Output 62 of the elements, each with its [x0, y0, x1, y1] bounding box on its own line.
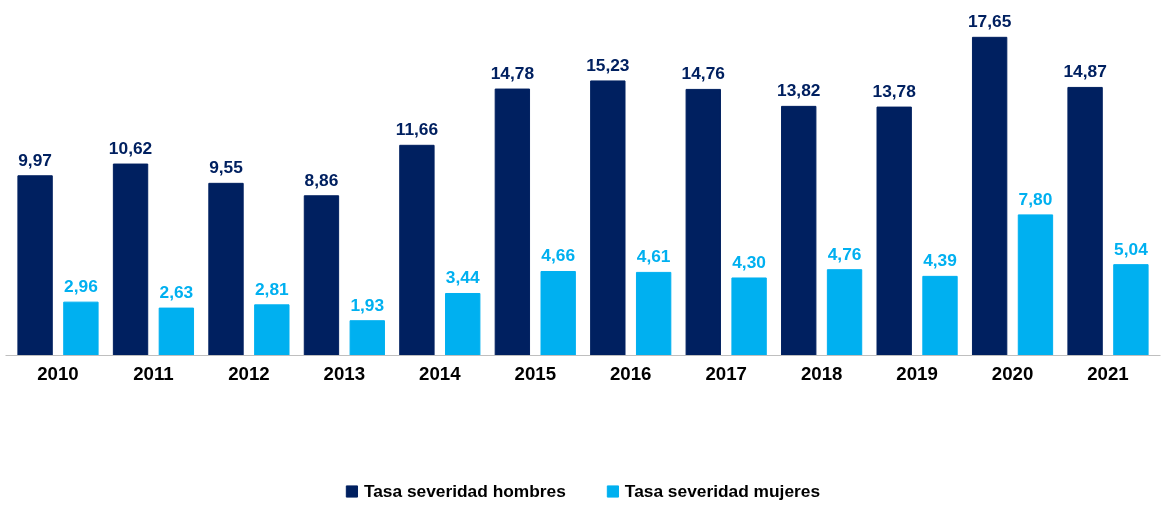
- data-label: 9,97: [18, 149, 52, 170]
- data-label: 13,78: [872, 81, 917, 102]
- data-label: 4,61: [636, 246, 671, 267]
- x-tick-label: 2017: [705, 362, 747, 384]
- data-label: 1,93: [350, 294, 385, 315]
- legend-label: Tasa severidad mujeres: [624, 480, 821, 502]
- x-tick-label: 2021: [1087, 362, 1129, 384]
- bar: [303, 195, 340, 356]
- x-tick-label: 2016: [609, 362, 652, 384]
- bar: [922, 275, 958, 356]
- bar: [1017, 214, 1054, 356]
- data-label: 2,81: [254, 278, 290, 299]
- bar: [1067, 86, 1103, 356]
- data-label: 4,39: [923, 250, 957, 271]
- bar: [112, 163, 149, 356]
- data-label: 13,82: [777, 80, 821, 101]
- data-label: 7,80: [1018, 188, 1053, 209]
- data-label: 9,55: [209, 157, 244, 178]
- bar: [826, 269, 863, 356]
- bar: [445, 292, 481, 356]
- bar: [158, 307, 195, 356]
- bar: [731, 277, 767, 356]
- bar: [63, 301, 99, 356]
- bar: [208, 182, 244, 356]
- data-label: 10,62: [108, 138, 153, 159]
- bar: [349, 320, 385, 356]
- bar: [590, 80, 626, 356]
- bar: [17, 175, 53, 356]
- bar: [399, 144, 435, 356]
- data-label: 3,44: [445, 267, 480, 288]
- x-tick-label: 2019: [896, 362, 938, 384]
- x-tick-label: 2012: [228, 362, 270, 384]
- data-label: 14,87: [1063, 61, 1107, 82]
- data-label: 4,30: [732, 251, 766, 272]
- bar: [494, 88, 531, 356]
- data-label: 14,76: [681, 63, 726, 84]
- x-tick-label: 2011: [133, 362, 174, 384]
- data-label: 14,78: [490, 63, 535, 84]
- bar: [876, 106, 912, 356]
- data-label: 2,96: [64, 276, 99, 297]
- data-label: 4,66: [541, 245, 576, 266]
- x-tick-label: 2013: [323, 362, 366, 384]
- bar: [685, 88, 721, 356]
- data-label: 8,86: [304, 169, 339, 190]
- bar: [254, 304, 290, 356]
- x-tick-label: 2018: [800, 362, 843, 384]
- bar: [1113, 264, 1149, 356]
- data-label: 4,76: [827, 243, 862, 264]
- data-label: 11,66: [395, 119, 439, 140]
- data-label: 2,63: [159, 282, 194, 303]
- bar: [781, 105, 817, 356]
- x-tick-label: 2014: [419, 362, 462, 384]
- x-tick-label: 2020: [991, 362, 1034, 384]
- bar: [635, 271, 672, 356]
- data-label: 17,65: [967, 11, 1012, 32]
- data-label: 5,04: [1114, 238, 1149, 259]
- bar: [971, 36, 1008, 356]
- x-tick-label: 2015: [514, 362, 557, 384]
- x-tick-label: 2010: [37, 362, 79, 384]
- legend-label: Tasa severidad hombres: [363, 480, 566, 502]
- data-label: 15,23: [586, 54, 630, 75]
- bar: [540, 270, 576, 356]
